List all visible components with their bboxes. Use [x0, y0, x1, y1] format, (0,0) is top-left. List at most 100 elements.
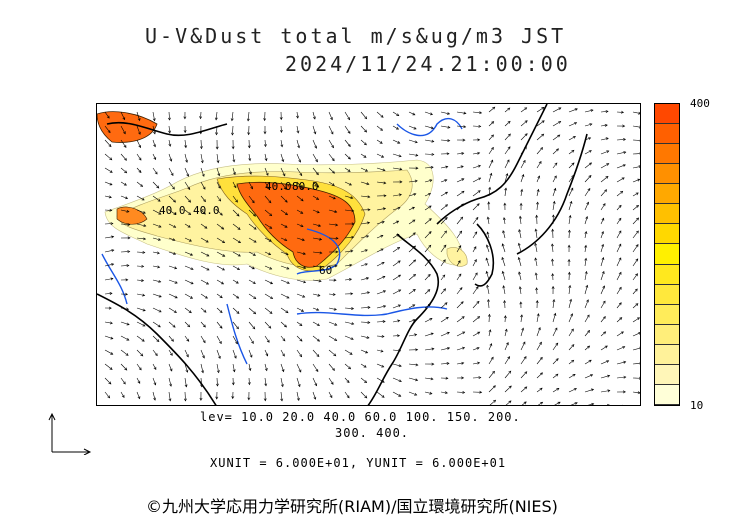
wind-arrow — [248, 265, 255, 270]
wind-arrow — [616, 361, 626, 365]
wind-arrow — [600, 271, 605, 281]
wind-arrow — [424, 289, 431, 295]
wind-arrow-head — [158, 211, 162, 215]
wind-arrow — [408, 219, 416, 225]
wind-arrow — [520, 341, 526, 351]
wind-arrow-head — [286, 266, 290, 270]
wind-arrow-head — [552, 298, 556, 303]
wind-arrow — [584, 188, 591, 197]
wind-arrow-head — [299, 173, 303, 177]
wind-arrow-head — [460, 301, 464, 305]
wind-arrow — [632, 153, 640, 155]
wind-arrow-head — [588, 359, 592, 363]
wind-arrow — [456, 260, 461, 267]
wind-arrow — [440, 363, 450, 365]
wind-arrow — [216, 279, 224, 285]
wind-arrow — [616, 317, 623, 323]
wind-arrow-head — [522, 341, 526, 345]
wind-arrow — [600, 360, 609, 365]
wind-arrow — [168, 223, 176, 228]
wind-arrow-head — [397, 247, 401, 250]
wind-arrow — [296, 293, 305, 298]
wind-arrow-head — [413, 259, 417, 263]
wind-arrow-head — [364, 129, 368, 133]
wind-arrow-head — [347, 169, 351, 172]
wind-arrow — [535, 243, 538, 253]
wind-arrow — [632, 391, 640, 394]
wind-arrow — [280, 181, 287, 190]
wind-arrow-head — [302, 252, 306, 255]
map-timestamp: 2024/11/24.21:00:00 — [285, 52, 571, 76]
wind-arrow — [216, 153, 219, 163]
wind-arrow — [296, 195, 304, 202]
wind-arrow — [616, 205, 622, 211]
wind-arrow — [487, 231, 490, 239]
wind-arrow-head — [266, 339, 270, 343]
wind-arrow-head — [476, 203, 480, 207]
wind-arrow-head — [152, 118, 156, 122]
wind-arrow — [344, 363, 351, 370]
wind-arrow-head — [189, 253, 194, 256]
wind-arrow-head — [413, 273, 416, 277]
wind-arrow — [104, 125, 111, 133]
colorbar-segment — [655, 244, 679, 265]
wind-arrow — [360, 181, 369, 185]
wind-arrow-head — [447, 139, 451, 142]
wind-arrow — [120, 321, 130, 325]
wind-arrow-head — [214, 117, 218, 121]
wind-arrow-head — [557, 401, 561, 405]
wind-arrow — [136, 223, 146, 227]
wind-arrow — [216, 223, 224, 230]
wind-arrow — [600, 285, 605, 295]
wind-arrow — [168, 195, 176, 203]
wind-arrow-head — [461, 346, 466, 350]
wind-arrow-head — [111, 235, 115, 239]
wind-arrow-head — [187, 186, 191, 191]
wind-arrow — [392, 377, 402, 382]
wind-arrow-head — [153, 397, 156, 401]
wind-arrow — [456, 301, 464, 309]
wind-arrow-head — [300, 198, 304, 202]
wind-arrow-head — [138, 131, 141, 135]
wind-arrow — [424, 303, 431, 309]
wind-arrow — [568, 136, 576, 141]
wind-arrow-head — [415, 153, 419, 157]
wind-arrow — [616, 331, 624, 337]
colorbar-segment — [655, 104, 679, 125]
wind-arrow — [376, 363, 384, 368]
wind-arrow — [504, 107, 510, 113]
wind-arrow-head — [123, 182, 127, 186]
wind-arrow-head — [444, 230, 447, 234]
wind-arrow-head — [319, 265, 323, 269]
wind-arrow — [408, 363, 418, 366]
wind-arrow-head — [622, 124, 626, 128]
wind-arrow — [616, 346, 625, 351]
wind-arrow-head — [635, 273, 638, 277]
wind-arrow — [328, 391, 333, 398]
wind-arrow — [360, 263, 368, 267]
wind-arrow — [632, 244, 639, 253]
wind-arrow-head — [141, 264, 145, 268]
wind-arrow-head — [297, 145, 301, 149]
wind-arrow — [136, 181, 143, 187]
wind-arrow — [392, 260, 401, 267]
wind-arrow-head — [486, 231, 490, 235]
wind-arrow — [152, 335, 160, 342]
wind-arrow — [440, 347, 450, 351]
wind-arrow — [456, 203, 464, 211]
wind-arrow — [616, 139, 626, 141]
wind-arrow — [456, 287, 463, 295]
wind-arrow-head — [574, 122, 578, 125]
wind-arrow — [120, 153, 127, 161]
wind-arrow-head — [442, 259, 446, 263]
wind-arrow — [552, 342, 559, 351]
colorbar-segment — [655, 144, 679, 165]
wind-arrow-head — [364, 263, 368, 266]
wind-arrow — [408, 207, 415, 211]
wind-arrow-head — [443, 288, 447, 292]
wind-arrow-head — [535, 299, 539, 304]
wind-arrow — [584, 175, 592, 183]
wind-arrow — [536, 372, 543, 379]
wind-arrow — [376, 305, 386, 309]
wind-arrow-head — [284, 225, 288, 228]
